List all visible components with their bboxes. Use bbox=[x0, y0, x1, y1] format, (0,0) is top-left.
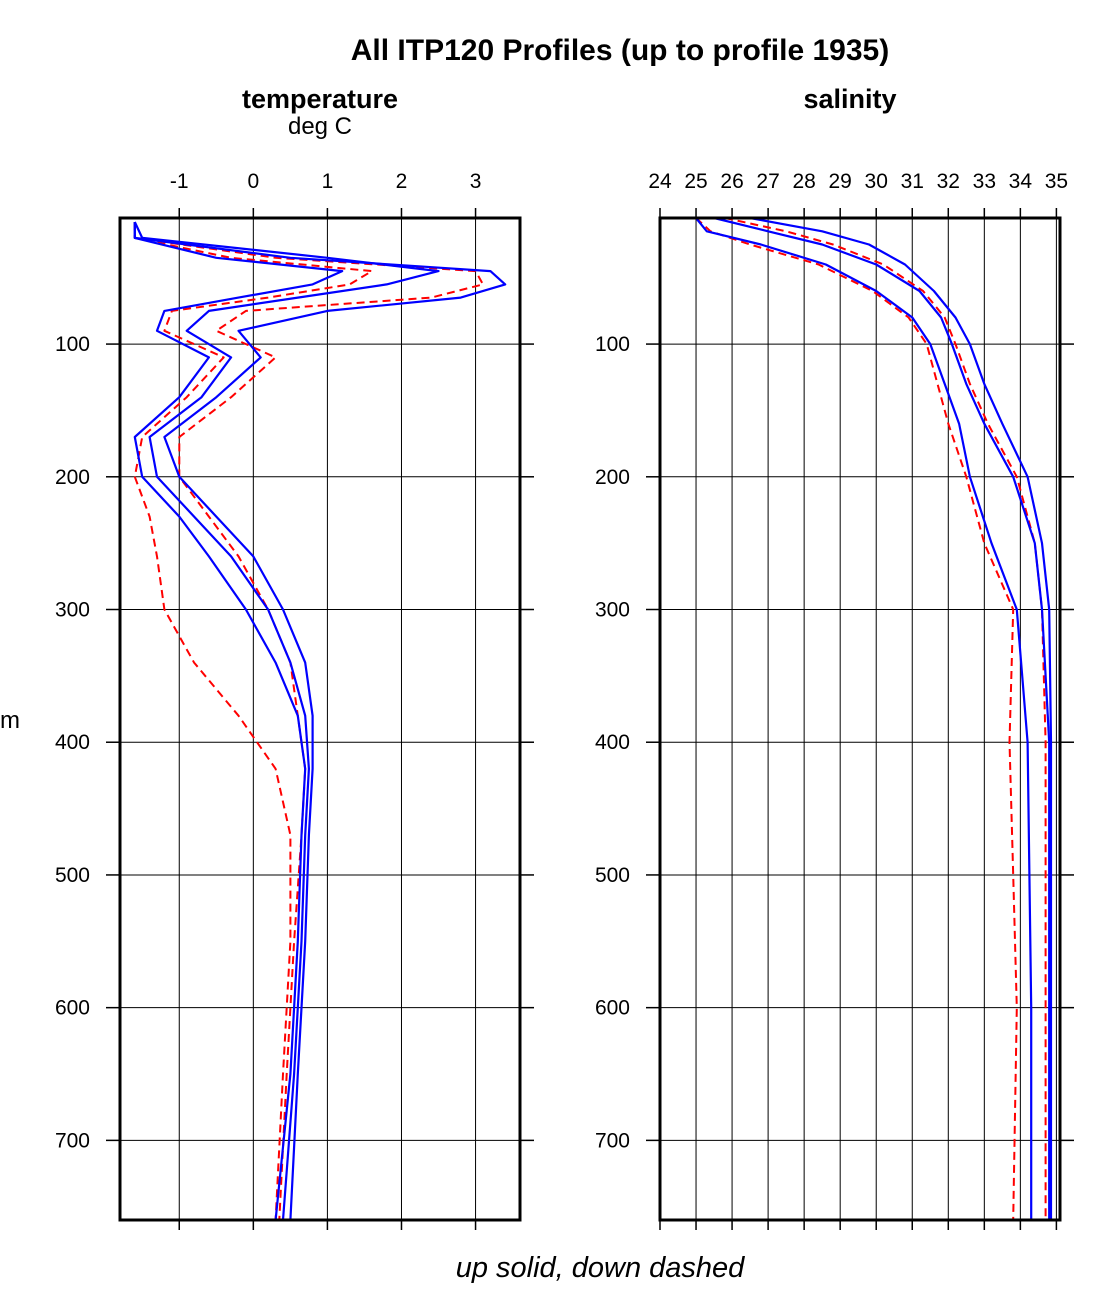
salinity-panel: salinity 24 25 26 27 28 29 30 31 32 33 34 35 100 200 3… bbox=[595, 84, 1074, 1230]
temperature-profile-up-0 bbox=[133, 222, 507, 1220]
temperature-y-tick-label: 700 bbox=[55, 1129, 90, 1152]
temperature-y-tick-label: 500 bbox=[55, 864, 90, 887]
salinity-y-tick-label: 500 bbox=[595, 864, 630, 887]
salinity-x-tick-label: 28 bbox=[792, 170, 815, 193]
salinity-x-tick-label: 24 bbox=[648, 170, 672, 193]
temperature-x-tick-label: 2 bbox=[396, 170, 408, 193]
temperature-y-tick-label: 300 bbox=[55, 599, 90, 622]
temperature-x-tick-label: 1 bbox=[322, 170, 334, 193]
salinity-profile-down-3 bbox=[695, 218, 1018, 1220]
salinity-profile-up-1 bbox=[713, 218, 1051, 1220]
salinity-x-tick-label: 30 bbox=[865, 170, 888, 193]
salinity-x-tick-label: 31 bbox=[901, 170, 924, 193]
figure-title: All ITP120 Profiles (up to profile 1935) bbox=[351, 34, 889, 67]
salinity-y-tick-label: 100 bbox=[595, 333, 630, 356]
temperature-x-tick-label: 0 bbox=[247, 170, 259, 193]
salinity-x-tick-label: 27 bbox=[756, 170, 779, 193]
temperature-y-tick-label: 100 bbox=[55, 333, 90, 356]
figure-footer-legend: up solid, down dashed bbox=[456, 1252, 745, 1284]
temperature-panel: temperature deg C -1 0 1 2 3 100 200 300 400 500 6… bbox=[55, 84, 534, 1230]
salinity-x-tick-label: 35 bbox=[1045, 170, 1068, 193]
salinity-y-tick-label: 400 bbox=[595, 731, 630, 754]
salinity-profile-up-0 bbox=[695, 218, 1033, 1220]
temperature-x-tick-label: 3 bbox=[470, 170, 482, 193]
temperature-x-tick-label: -1 bbox=[170, 170, 189, 193]
salinity-x-tick-label: 25 bbox=[684, 170, 707, 193]
salinity-profile-up-2 bbox=[749, 218, 1053, 1220]
temperature-y-tick-label: 200 bbox=[55, 466, 90, 489]
salinity-y-tick-label: 300 bbox=[595, 599, 630, 622]
salinity-x-tick-label: 32 bbox=[937, 170, 960, 193]
y-axis-label-fragment: m bbox=[0, 707, 20, 734]
temperature-units-label: deg C bbox=[288, 113, 352, 140]
salinity-y-tick-label: 700 bbox=[595, 1129, 630, 1152]
salinity-x-tick-label: 33 bbox=[973, 170, 996, 193]
temperature-panel-title: temperature bbox=[242, 84, 398, 114]
salinity-y-tick-label: 200 bbox=[595, 466, 630, 489]
temperature-series-group bbox=[133, 221, 507, 1220]
salinity-profile-down-4 bbox=[724, 218, 1047, 1220]
temperature-y-tick-label: 400 bbox=[55, 731, 90, 754]
temperature-y-tick-label: 600 bbox=[55, 997, 90, 1020]
salinity-x-tick-label: 29 bbox=[829, 170, 852, 193]
temperature-profile-down-3 bbox=[133, 222, 484, 1220]
salinity-x-tick-label: 26 bbox=[720, 170, 743, 193]
temperature-plot-frame bbox=[118, 216, 522, 1222]
temperature-profile-up-2 bbox=[133, 222, 344, 1220]
temperature-profile-up-1 bbox=[133, 221, 440, 1220]
salinity-x-tick-label: 34 bbox=[1009, 170, 1033, 193]
salinity-series-group bbox=[695, 218, 1053, 1220]
salinity-y-tick-label: 600 bbox=[595, 997, 630, 1020]
salinity-panel-title: salinity bbox=[803, 84, 896, 114]
salinity-plot-frame bbox=[658, 216, 1062, 1222]
